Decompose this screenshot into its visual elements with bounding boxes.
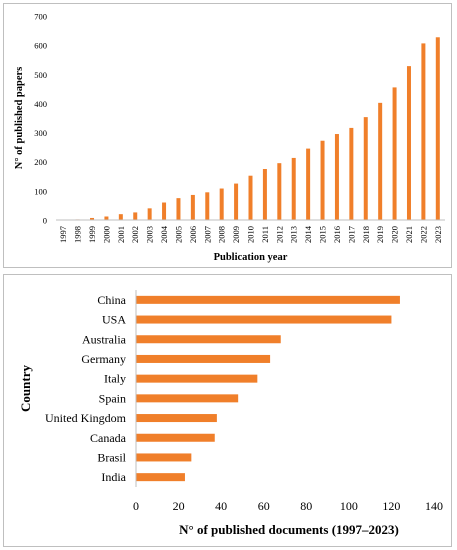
year-bar	[133, 212, 138, 220]
y-tick-label: 300	[34, 128, 47, 138]
y-tick-label: 600	[34, 41, 47, 51]
country-label: Germany	[81, 352, 126, 366]
country-label: China	[97, 293, 126, 307]
x-tick-label: 2018	[361, 226, 371, 243]
country-label: USA	[102, 313, 126, 327]
x-tick-label: 2016	[332, 226, 342, 243]
year-bar	[363, 117, 368, 220]
country-label: United Kingdom	[45, 411, 127, 425]
y-tick-label: 500	[34, 70, 47, 80]
year-bar	[162, 202, 167, 220]
x-tick-label: 20	[173, 499, 185, 513]
x-tick-label: 2017	[346, 226, 356, 243]
x-tick-label: 2020	[390, 226, 400, 243]
year-bar	[334, 134, 339, 220]
x-tick-label: 100	[340, 499, 358, 513]
x-tick-label: 2007	[202, 226, 212, 243]
year-bar	[421, 43, 426, 220]
x-tick-label: 2005	[173, 226, 183, 243]
country-label: Brasil	[97, 450, 126, 464]
x-tick-label: 2002	[130, 226, 140, 243]
x-tick-label: 0	[133, 499, 139, 513]
year-bar	[435, 37, 440, 220]
x-tick-label: 2004	[159, 225, 169, 243]
year-bar	[262, 169, 267, 220]
x-tick-label: 2021	[404, 226, 414, 243]
y-tick-label: 0	[43, 216, 47, 226]
y-axis-title: Country	[18, 365, 33, 412]
country-bar	[136, 394, 239, 403]
country-label: Canada	[90, 431, 127, 445]
y-axis-title: N° of published papers	[14, 67, 25, 170]
country-label: Italy	[104, 372, 126, 386]
year-bar	[234, 183, 239, 220]
x-tick-label: 2001	[116, 226, 126, 243]
year-bar	[147, 208, 152, 220]
year-bar	[104, 216, 109, 220]
x-tick-label: 1999	[87, 226, 97, 243]
country-bar	[136, 473, 185, 482]
country-bar	[136, 335, 281, 344]
y-tick-label: 700	[34, 12, 47, 22]
x-axis-title: Publication year	[214, 252, 288, 263]
country-bar	[136, 433, 215, 442]
publications-by-country-chart: China USA Australia Germany Italy Spain United…	[3, 274, 452, 547]
x-tick-label: 2009	[231, 226, 241, 243]
country-chart-svg: China USA Australia Germany Italy Spain United…	[18, 290, 443, 537]
x-tick-label: 2022	[418, 226, 428, 243]
year-bar	[90, 217, 95, 220]
y-tick-label: 100	[34, 186, 47, 196]
year-bar	[205, 192, 210, 220]
country-bar	[136, 374, 258, 383]
x-tick-label: 60	[258, 499, 270, 513]
x-tick-label: 2013	[289, 226, 299, 243]
x-tick-label: 40	[215, 499, 227, 513]
x-tick-label: 140	[425, 499, 443, 513]
x-tick-label: 2008	[217, 226, 227, 243]
country-bar	[136, 295, 400, 304]
year-chart-svg: 0 100 200 300 400 500 600 700 1997 1998 1999 2000 20…	[14, 12, 445, 263]
x-tick-label: 2019	[375, 226, 385, 243]
year-bar	[118, 214, 123, 220]
x-tick-label: 120	[382, 499, 400, 513]
year-bar	[306, 148, 311, 220]
country-label: Australia	[82, 332, 127, 346]
year-bar	[248, 175, 253, 220]
x-tick-label: 2012	[274, 226, 284, 243]
year-bar	[392, 87, 397, 221]
year-bar	[406, 66, 411, 220]
x-tick-label: 2023	[433, 226, 443, 243]
y-tick-label: 400	[34, 99, 47, 109]
country-label: Spain	[99, 391, 126, 405]
x-tick-label: 1998	[73, 226, 83, 243]
year-bar	[190, 194, 195, 220]
year-bar	[219, 188, 224, 220]
x-tick-label: 2015	[318, 226, 328, 243]
x-tick-label: 2003	[145, 226, 155, 243]
x-tick-label: 2011	[260, 226, 270, 243]
year-bar	[176, 198, 181, 220]
year-bar	[291, 157, 296, 220]
country-label: India	[101, 470, 126, 484]
x-tick-label: 2000	[101, 226, 111, 243]
country-bar	[136, 354, 271, 363]
x-axis-title: N° of published documents (1997–2023)	[179, 522, 399, 537]
year-bar	[277, 163, 282, 220]
country-bar	[136, 315, 392, 324]
x-tick-label: 80	[300, 499, 312, 513]
x-tick-label: 1997	[58, 226, 68, 243]
country-bar	[136, 453, 192, 462]
x-tick-label: 2010	[246, 226, 256, 243]
y-tick-label: 200	[34, 157, 47, 167]
country-bar	[136, 414, 217, 423]
publications-by-year-chart: 0 100 200 300 400 500 600 700 1997 1998 1999 2000 20…	[3, 3, 452, 268]
x-tick-label: 2014	[303, 225, 313, 243]
year-bar	[378, 102, 383, 220]
year-bar	[349, 127, 354, 220]
x-tick-label: 2006	[188, 226, 198, 243]
year-bar	[320, 140, 325, 220]
